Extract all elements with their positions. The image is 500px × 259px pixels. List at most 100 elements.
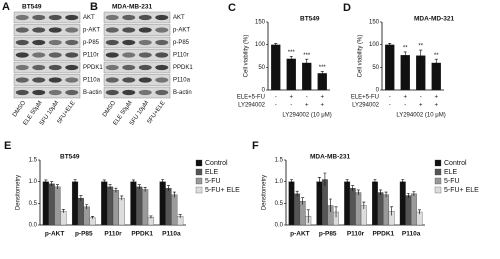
bar [130,181,137,226]
bar [316,181,323,226]
legend-label: Control [205,160,228,167]
blot-title: MDA-MB-231 [112,4,152,11]
blot-band [155,39,169,46]
x-tick-label: P110r [347,231,365,238]
error-bar [79,195,83,201]
error-bar [384,191,388,198]
y-axis-label: Cell viability (%) [244,35,250,78]
error-bar [102,179,106,184]
error-bar [290,179,294,184]
bar [383,194,390,226]
condition-mark: - [404,103,406,109]
error-bar [334,206,338,218]
blot-strip [103,86,171,99]
error-bar [120,195,124,201]
legend-label: ELE [444,169,458,176]
bar [349,188,356,226]
blot-strip [13,61,81,74]
significance: *** [288,50,296,56]
blot-band [65,27,79,33]
blot-strip [13,24,81,36]
error-bar [403,51,407,59]
protein-label: P110r [173,53,189,59]
y-tick-label: 50 [372,65,379,71]
error-bar [56,184,60,190]
blot-band [155,14,169,21]
error-bar [108,184,112,190]
bar [344,181,351,226]
error-bar [178,214,182,219]
error-bar [406,193,410,198]
significance: *** [303,53,311,59]
y-tick-label: 0.0 [275,223,284,229]
bar [302,62,312,90]
error-bar [401,179,405,184]
blot-band [138,14,152,21]
blot-band [122,14,136,21]
condition-mark: + [434,95,438,101]
x-tick-label: PPDK1 [372,231,394,238]
blot-strip [103,61,171,74]
error-bar [50,181,54,186]
blot-band [65,52,79,58]
protein-label: PPDK1 [173,65,193,71]
bar [142,189,149,226]
condition-mark: + [320,103,324,109]
error-bar [172,191,176,198]
significance: ** [403,45,408,51]
error-bar [114,187,118,193]
blot-band [155,77,169,83]
x-tick-label: PPDK1 [131,231,153,238]
significance: ** [418,44,423,50]
y-tick-label: 0.5 [275,201,284,207]
y-tick-label: 1.0 [29,179,38,185]
bar [136,186,143,226]
error-bar [317,177,321,186]
blot-band [32,77,46,83]
blot-band [122,39,136,46]
blot-band [32,39,46,46]
error-bar [356,189,360,196]
legend-label: Control [444,160,467,167]
legend-label: 5-FU+ ELE [444,187,479,194]
y-tick-label: 1.5 [275,158,284,164]
protein-label: P110r [83,53,99,59]
y-tick-label: 100 [369,42,380,48]
x-tick-label: p-AKT [45,231,65,238]
error-bar [143,187,147,192]
error-bar [91,216,95,219]
blot-band [122,77,136,83]
error-bar [345,179,349,184]
significance: ** [434,53,439,59]
x-tick-label: p-AKT [290,231,310,238]
chart-title: MDA-MB-231 [310,154,350,161]
condition-mark: - [275,103,277,109]
blot-band [155,52,169,58]
bar [77,197,84,226]
y-tick-label: 0.5 [29,201,38,207]
blot-band [155,64,169,71]
blot-band [48,52,62,58]
panel-letter: D [343,2,351,14]
protein-label: PPDK1 [83,65,103,71]
blot-band [122,52,136,58]
bar [60,210,67,226]
bar [54,186,61,226]
blot-band [138,89,152,96]
chart-title: MDA-MD-321 [414,16,454,23]
error-bar [166,185,170,191]
blot-strip [103,49,171,61]
condition-mark: + [289,95,293,101]
blot-band [105,89,119,96]
blot-strip [103,36,171,49]
lane-label: DMSO [102,100,117,118]
blot-band [138,77,152,83]
blot-band [48,64,62,71]
protein-label: p-AKT [83,28,100,34]
blot-band [32,27,46,33]
error-bar [306,209,310,223]
bar [271,44,281,90]
protein-label: p-P85 [83,40,100,46]
legend-swatch [434,159,442,167]
